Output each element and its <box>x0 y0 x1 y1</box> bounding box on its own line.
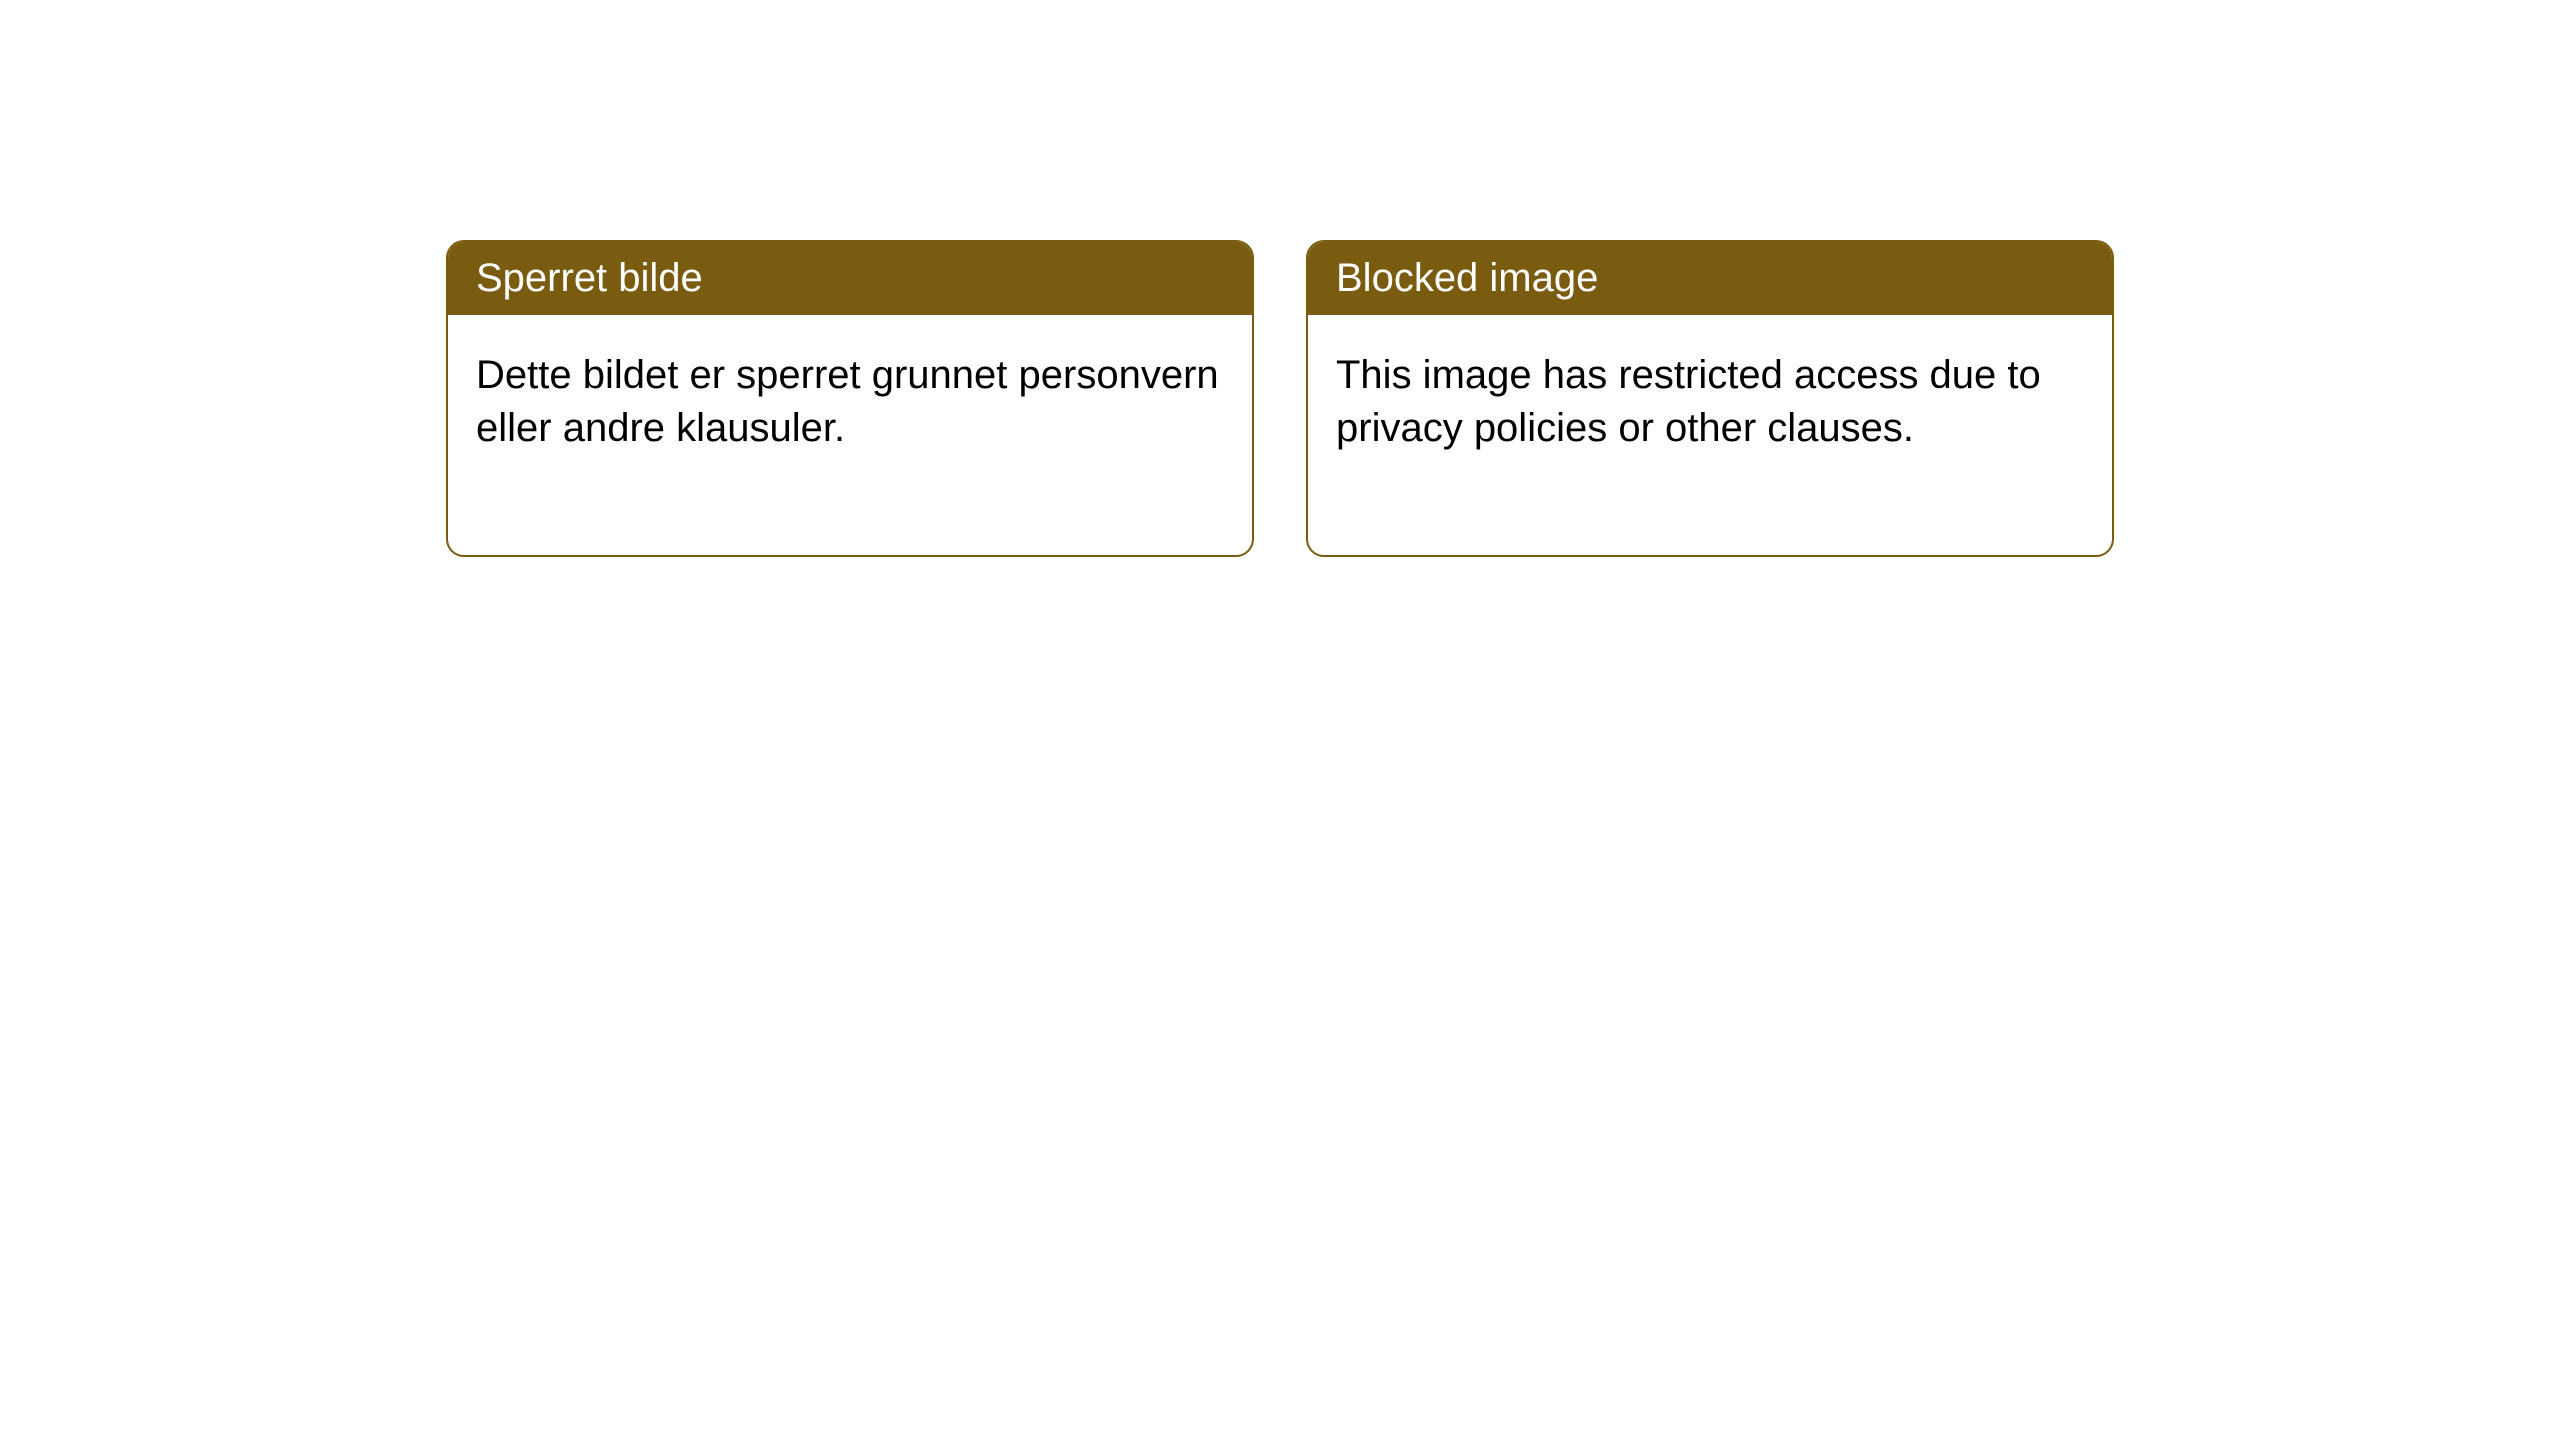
notice-body-text: Dette bildet er sperret grunnet personve… <box>476 353 1219 450</box>
notice-title: Sperret bilde <box>476 256 703 300</box>
notice-body: Dette bildet er sperret grunnet personve… <box>448 315 1252 555</box>
notice-card-norwegian: Sperret bilde Dette bildet er sperret gr… <box>446 240 1254 557</box>
notice-header: Sperret bilde <box>448 242 1252 315</box>
notice-header: Blocked image <box>1308 242 2112 315</box>
notice-card-english: Blocked image This image has restricted … <box>1306 240 2114 557</box>
notice-body: This image has restricted access due to … <box>1308 315 2112 555</box>
notice-body-text: This image has restricted access due to … <box>1336 353 2041 450</box>
notice-container: Sperret bilde Dette bildet er sperret gr… <box>446 240 2114 557</box>
notice-title: Blocked image <box>1336 256 1598 300</box>
